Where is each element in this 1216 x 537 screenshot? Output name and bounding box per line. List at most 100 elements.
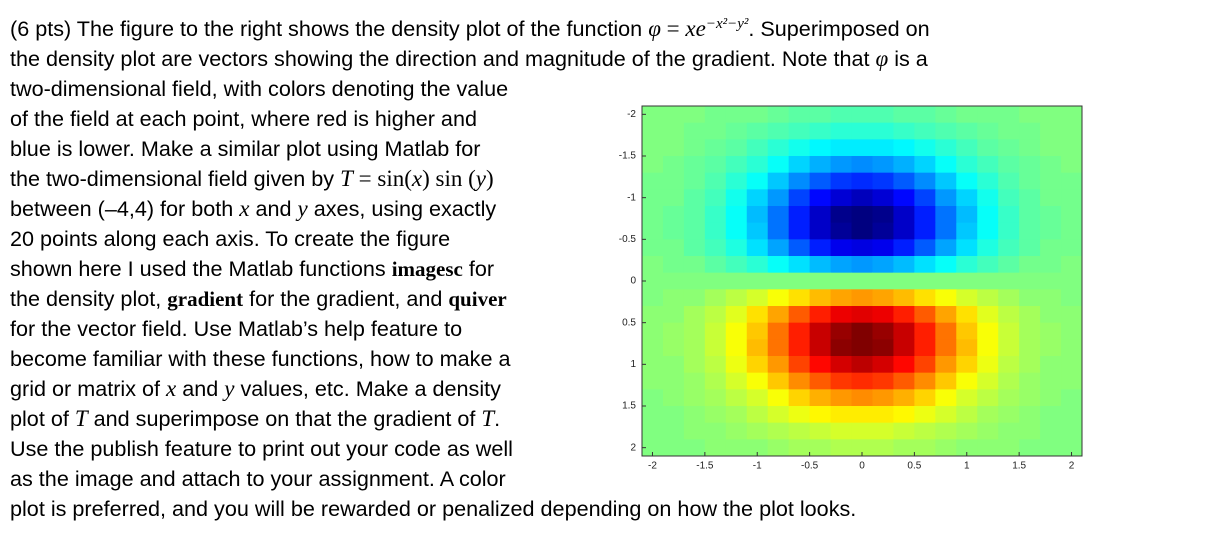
heatmap-cell: [977, 339, 999, 357]
heatmap-cell: [683, 289, 706, 307]
heatmap-cell: [1040, 406, 1062, 424]
heatmap-cell: [914, 272, 936, 290]
text: and: [249, 196, 298, 221]
heatmap-cell: [998, 422, 1020, 440]
text: 20 points along each axis. To create the…: [10, 226, 451, 251]
heatmap-cell: [704, 139, 727, 157]
heatmap-cell: [914, 256, 936, 274]
math: ): [485, 166, 494, 191]
heatmap-cell: [914, 306, 936, 324]
heatmap-cell: [809, 406, 832, 424]
heatmap-cell: [893, 389, 915, 407]
heatmap-cell: [704, 122, 727, 140]
heatmap-cell: [788, 306, 811, 324]
heatmap-cell: [662, 289, 685, 307]
heatmap-cell: [809, 139, 832, 157]
heatmap-cell: [1019, 189, 1041, 207]
heatmap-cell: [998, 339, 1020, 357]
heatmap-cell: [767, 356, 790, 374]
heatmap-cell: [830, 172, 853, 190]
heatmap-cell: [809, 389, 832, 407]
heatmap-cell: [642, 289, 664, 307]
heatmap-cell: [956, 422, 978, 440]
heatmap-cell: [683, 206, 706, 224]
heatmap-cell: [704, 289, 727, 307]
heatmap-cell: [851, 239, 873, 257]
heatmap-cell: [767, 322, 790, 340]
heatmap-cell: [830, 206, 853, 224]
heatmap-cell: [872, 256, 894, 274]
heatmap-cell: [977, 172, 999, 190]
heatmap-cell: [851, 372, 873, 390]
heatmap-cell: [1061, 139, 1083, 157]
text: blue is lower. Make a similar plot using…: [10, 136, 481, 161]
heatmap-cell: [977, 239, 999, 257]
text-line: become familiar with these functions, ho…: [10, 344, 930, 374]
heatmap-cell: [914, 406, 936, 424]
heatmap-cell: [746, 222, 769, 240]
heatmap-cell: [662, 239, 685, 257]
heatmap-cell: [704, 272, 727, 290]
heatmap-cell: [662, 222, 685, 240]
heatmap-cell: [935, 372, 957, 390]
heatmap-cell: [1019, 439, 1041, 457]
heatmap-cell: [977, 372, 999, 390]
heatmap-cell: [704, 372, 727, 390]
heatmap-cell: [809, 439, 832, 457]
heatmap-cell: [725, 356, 748, 374]
heatmap-cell: [914, 139, 936, 157]
heatmap-cell: [683, 239, 706, 257]
heatmap-cell: [851, 189, 873, 207]
heatmap-cell: [662, 372, 685, 390]
heatmap-cell: [1019, 239, 1041, 257]
heatmap-cell: [872, 356, 894, 374]
text: and superimpose on that the gradient of: [87, 406, 482, 431]
heatmap-cell: [872, 106, 894, 124]
heatmap-cell: [746, 289, 769, 307]
heatmap-cell: [1019, 222, 1041, 240]
heatmap-cell: [1019, 172, 1041, 190]
heatmap-cell: [1061, 406, 1083, 424]
heatmap-cell: [956, 222, 978, 240]
text: the density plot,: [10, 286, 168, 311]
heatmap-cell: [683, 139, 706, 157]
heatmap-cell: [998, 189, 1020, 207]
heatmap-cell: [914, 439, 936, 457]
math: = sin(: [352, 166, 412, 191]
heatmap-cell: [893, 306, 915, 324]
text-line: grid or matrix of x and y values, etc. M…: [10, 374, 930, 404]
math: xe: [685, 16, 706, 41]
heatmap-cell: [642, 189, 664, 207]
heatmap-cell: [977, 106, 999, 124]
heatmap-cell: [642, 206, 664, 224]
heatmap-cell: [642, 339, 664, 357]
math: φ: [875, 46, 889, 71]
heatmap-cell: [662, 389, 685, 407]
heatmap-cell: [935, 189, 957, 207]
heatmap-cell: [830, 222, 853, 240]
heatmap-cell: [704, 222, 727, 240]
code: imagesc: [391, 257, 463, 281]
heatmap-cell: [704, 256, 727, 274]
x-tick-label: -1: [753, 461, 762, 472]
heatmap-cell: [683, 389, 706, 407]
heatmap-cell: [1019, 372, 1041, 390]
heatmap-cell: [809, 239, 832, 257]
heatmap-cell: [725, 189, 748, 207]
heatmap-cell: [662, 356, 685, 374]
heatmap-cell: [683, 406, 706, 424]
heatmap-cell: [893, 289, 915, 307]
heatmap-cell: [642, 222, 664, 240]
heatmap-cell: [788, 289, 811, 307]
heatmap-cell: [746, 139, 769, 157]
heatmap-cell: [662, 439, 685, 457]
heatmap-cell: [998, 372, 1020, 390]
heatmap-cell: [788, 339, 811, 357]
heatmap-cell: [746, 122, 769, 140]
heatmap-cell: [872, 439, 894, 457]
text: shown here I used the Matlab functions: [10, 256, 392, 281]
heatmap-cell: [893, 339, 915, 357]
math: T: [481, 406, 495, 431]
heatmap-cell: [977, 272, 999, 290]
heatmap-cell: [642, 239, 664, 257]
